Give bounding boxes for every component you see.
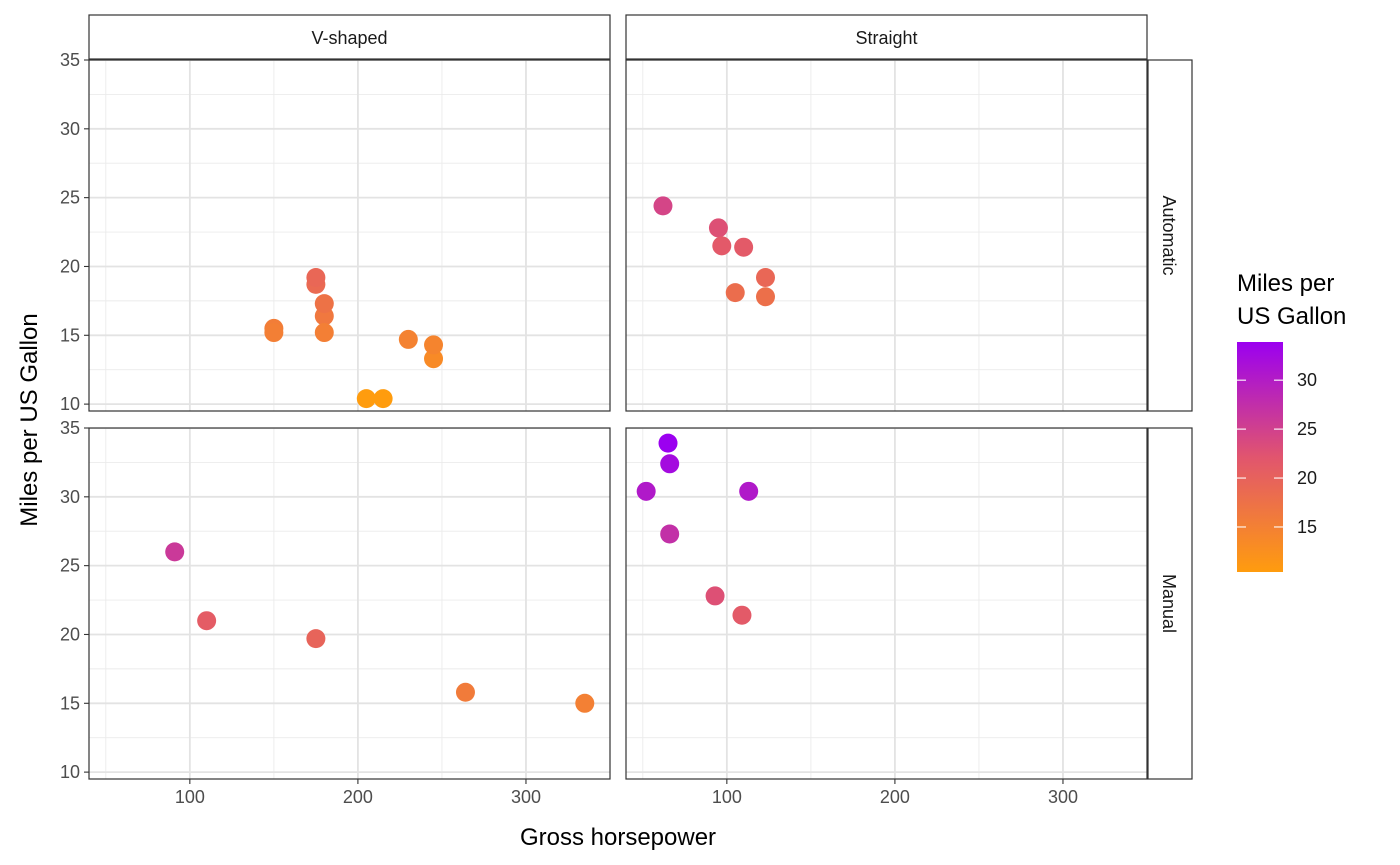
data-point xyxy=(732,605,752,625)
strip-label-automatic: Automatic xyxy=(1159,195,1179,275)
y-tick-label: 25 xyxy=(60,188,80,208)
x-tick-label: 100 xyxy=(712,787,742,807)
strip-label-v-shaped: V-shaped xyxy=(311,28,387,48)
legend-title-line-2: US Gallon xyxy=(1237,303,1346,330)
strip-right-manual: Manual xyxy=(1147,427,1193,780)
data-point xyxy=(734,237,754,257)
data-point xyxy=(660,454,680,474)
data-point xyxy=(660,524,680,544)
panel-background xyxy=(89,60,610,411)
data-point xyxy=(653,196,673,216)
data-point xyxy=(398,329,418,349)
data-point xyxy=(708,218,728,238)
legend-tick-label: 20 xyxy=(1297,468,1317,488)
x-axis-ticks: 100 200 300 100 200 300 xyxy=(175,779,1078,807)
panel-v-shaped-manual xyxy=(88,427,611,780)
panels xyxy=(88,59,1148,780)
strip-top-v-shaped: V-shaped xyxy=(88,14,611,60)
data-point xyxy=(197,611,217,631)
data-point xyxy=(306,629,326,649)
legend-tick-label: 15 xyxy=(1297,517,1317,537)
grid xyxy=(89,60,610,411)
data-point xyxy=(636,481,656,501)
y-tick-label: 35 xyxy=(60,50,80,70)
data-point xyxy=(373,389,393,409)
grid xyxy=(626,60,1147,411)
grid xyxy=(89,428,610,779)
data-point xyxy=(658,433,678,453)
data-point xyxy=(314,323,334,343)
y-tick-label: 30 xyxy=(60,487,80,507)
legend-tick-label: 25 xyxy=(1297,419,1317,439)
strip-label-manual: Manual xyxy=(1159,574,1179,633)
data-point xyxy=(755,287,775,307)
y-axis-ticks: 10 15 20 25 30 35 10 15 20 25 30 35 xyxy=(60,50,89,782)
y-axis-title: Miles per US Gallon xyxy=(16,313,43,526)
legend-tick-label: 30 xyxy=(1297,370,1317,390)
data-point xyxy=(455,682,475,702)
legend-colorbar xyxy=(1237,342,1283,572)
y-tick-label: 10 xyxy=(60,762,80,782)
x-axis-title: Gross horsepower xyxy=(520,824,716,851)
y-tick-label: 15 xyxy=(60,693,80,713)
data-point xyxy=(705,586,725,606)
x-tick-label: 200 xyxy=(343,787,373,807)
panel-border xyxy=(625,427,1148,780)
legend-title-line-1: Miles per xyxy=(1237,270,1334,297)
x-tick-label: 100 xyxy=(175,787,205,807)
panel-background xyxy=(89,428,610,779)
x-tick-label: 300 xyxy=(511,787,541,807)
panel-straight-manual xyxy=(625,427,1148,780)
points xyxy=(264,267,444,409)
x-tick-label: 300 xyxy=(1048,787,1078,807)
points xyxy=(636,433,759,625)
points xyxy=(165,542,595,713)
data-point xyxy=(424,349,444,369)
panel-border xyxy=(88,59,611,412)
strip-top-straight: Straight xyxy=(625,14,1148,60)
data-point xyxy=(424,335,444,355)
y-tick-label: 10 xyxy=(60,394,80,414)
color-legend: Miles per US Gallon 15 20 25 30 xyxy=(1237,270,1346,572)
panel-border xyxy=(88,427,611,780)
data-point xyxy=(739,481,759,501)
legend-ticks: 15 20 25 30 xyxy=(1237,370,1317,537)
y-tick-label: 20 xyxy=(60,624,80,644)
y-tick-label: 15 xyxy=(60,325,80,345)
data-point xyxy=(725,283,745,303)
data-point xyxy=(306,267,326,287)
panel-v-shaped-automatic xyxy=(88,59,611,412)
strip-label-straight: Straight xyxy=(855,28,917,48)
points xyxy=(653,196,775,307)
data-point xyxy=(755,267,775,287)
strip-right-automatic: Automatic xyxy=(1147,59,1193,412)
panel-straight-automatic xyxy=(625,59,1148,412)
panel-background xyxy=(626,428,1147,779)
y-tick-label: 20 xyxy=(60,256,80,276)
panel-background xyxy=(626,60,1147,411)
panel-border xyxy=(625,59,1148,412)
data-point xyxy=(165,542,185,562)
x-tick-label: 200 xyxy=(880,787,910,807)
data-point xyxy=(314,294,334,314)
data-point xyxy=(712,236,732,256)
data-point xyxy=(356,389,376,409)
y-tick-label: 30 xyxy=(60,119,80,139)
data-point xyxy=(575,693,595,713)
y-tick-label: 25 xyxy=(60,556,80,576)
y-tick-label: 35 xyxy=(60,418,80,438)
data-point xyxy=(264,323,284,343)
